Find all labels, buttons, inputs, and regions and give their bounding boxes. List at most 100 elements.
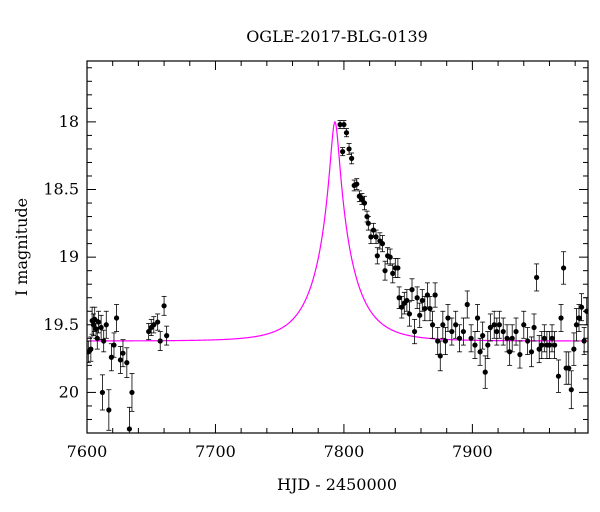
point-marker	[429, 322, 436, 328]
point-marker	[390, 270, 396, 276]
data-point	[464, 290, 470, 319]
data-point	[487, 313, 493, 342]
point-marker	[346, 146, 352, 152]
point-marker	[129, 389, 135, 396]
point-marker	[546, 342, 553, 348]
data-point	[528, 336, 535, 368]
x-tick-label: 7900	[452, 442, 493, 461]
point-marker	[536, 346, 542, 352]
point-marker	[354, 181, 360, 187]
data-point	[555, 359, 562, 393]
data-point	[581, 327, 587, 355]
data-point	[399, 295, 405, 319]
point-marker	[464, 301, 470, 308]
data-point	[445, 304, 451, 332]
data-point	[513, 317, 519, 346]
data-point	[578, 293, 585, 322]
point-marker	[424, 292, 431, 298]
data-point	[419, 289, 425, 312]
data-point	[437, 340, 443, 372]
point-marker	[161, 303, 167, 309]
point-marker	[440, 322, 446, 328]
point-marker	[571, 346, 577, 352]
point-marker	[568, 387, 574, 393]
point-marker	[146, 328, 152, 335]
point-marker	[541, 335, 547, 341]
data-point	[573, 308, 580, 342]
data-point	[491, 310, 497, 339]
point-marker	[555, 373, 562, 379]
data-point	[401, 291, 407, 315]
point-marker	[525, 338, 531, 344]
data-point	[571, 332, 577, 366]
data-point	[449, 317, 455, 346]
data-point	[390, 263, 396, 284]
data-point	[432, 282, 438, 308]
model-curve	[87, 120, 588, 342]
point-marker	[373, 234, 379, 240]
y-axis-title: I magnitude	[12, 198, 31, 296]
point-marker	[368, 234, 374, 240]
data-point	[474, 304, 481, 332]
data-point	[552, 331, 558, 360]
point-marker	[111, 342, 117, 348]
data-point	[468, 324, 474, 353]
data-point	[480, 321, 486, 350]
point-marker	[337, 121, 343, 128]
x-tick-label: 7800	[324, 442, 365, 461]
point-marker	[578, 304, 585, 310]
point-marker	[552, 342, 558, 348]
point-marker	[517, 351, 523, 358]
y-tick-label: 18	[59, 112, 79, 131]
axis-ticks: 7600 7700 7800 7900 18 18.5 19 19.5 20	[43, 61, 588, 461]
point-marker	[151, 322, 157, 328]
data-point	[382, 260, 388, 281]
data-point	[429, 310, 436, 339]
data-point	[460, 317, 466, 346]
point-marker	[106, 407, 112, 413]
point-marker	[558, 315, 564, 321]
point-marker	[419, 297, 425, 304]
data-point	[517, 340, 523, 369]
point-marker	[468, 335, 474, 341]
data-point	[124, 347, 130, 378]
data-point	[477, 337, 483, 366]
y-tick-label: 20	[59, 382, 79, 401]
data-point	[406, 301, 413, 327]
data-point	[155, 313, 161, 331]
point-marker	[365, 220, 371, 226]
data-point	[146, 323, 152, 341]
point-marker	[460, 328, 466, 335]
data-point	[151, 316, 157, 334]
data-point	[525, 327, 531, 355]
point-marker	[382, 268, 388, 274]
data-point	[521, 310, 527, 339]
point-marker	[387, 254, 393, 260]
data-point	[453, 310, 459, 339]
point-marker	[487, 324, 493, 331]
point-marker	[88, 346, 94, 352]
data-point	[101, 329, 107, 353]
data-point	[409, 278, 415, 301]
data-point	[576, 304, 582, 332]
data-point	[534, 263, 540, 292]
plot-content	[87, 120, 588, 433]
point-marker	[340, 149, 346, 155]
data-point	[560, 251, 567, 285]
point-marker	[155, 319, 161, 325]
point-marker	[534, 274, 540, 281]
data-point	[349, 152, 355, 165]
data-point	[161, 295, 167, 316]
point-marker	[509, 335, 515, 341]
point-marker	[504, 335, 510, 341]
point-marker	[539, 342, 545, 348]
point-marker	[126, 426, 132, 432]
data-point	[424, 282, 431, 308]
data-point	[509, 324, 515, 353]
data-point	[541, 324, 547, 353]
point-marker	[404, 297, 410, 304]
data-point	[494, 317, 500, 346]
point-marker	[576, 315, 582, 321]
data-point	[496, 310, 502, 339]
point-marker	[549, 335, 555, 341]
